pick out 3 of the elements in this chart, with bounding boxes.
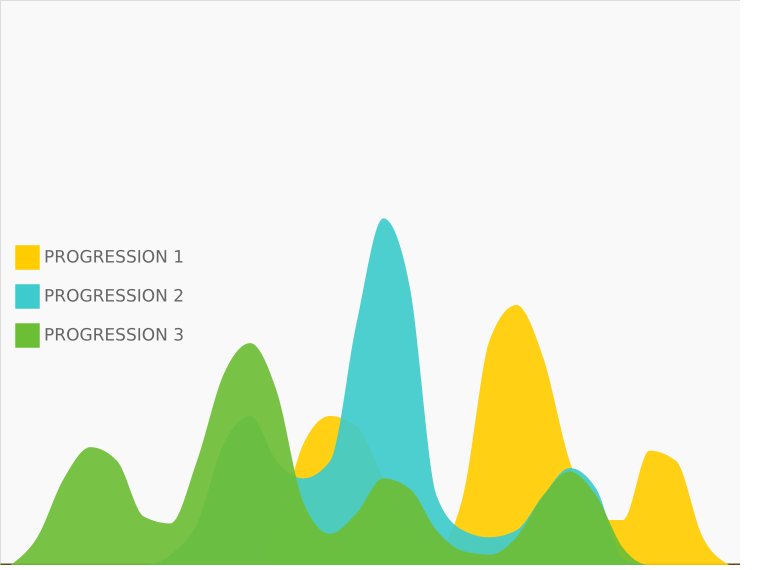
legend-label: PROGRESSION 2 <box>44 286 184 306</box>
legend-label: PROGRESSION 1 <box>44 248 184 268</box>
legend-label: PROGRESSION 3 <box>44 326 184 346</box>
